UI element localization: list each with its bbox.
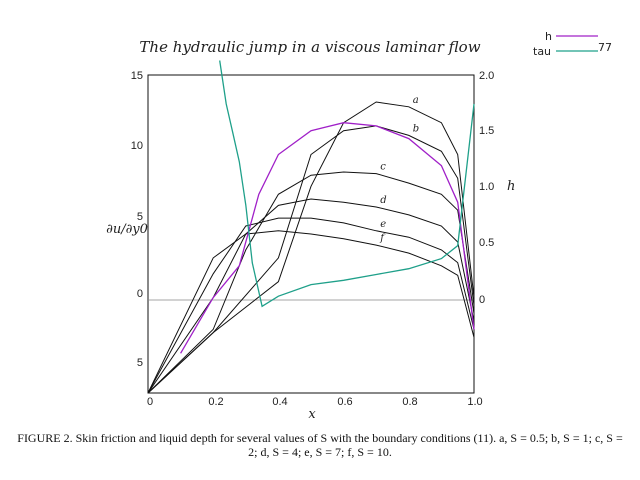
overlay-line-h: [180, 122, 475, 354]
y-right-tick-labels: 2.0 1.5 1.0 0.5 0: [479, 70, 494, 306]
series-line-f: [147, 230, 475, 394]
series-line-e: [147, 217, 475, 394]
plot-frame: [147, 74, 475, 394]
y-left-tick-label: 10: [131, 140, 143, 152]
figure-caption: FIGURE 2. Skin friction and liquid depth…: [17, 431, 623, 459]
series-line-b: [147, 125, 475, 394]
y-left-axis-label: ∂u/∂y0: [106, 222, 148, 237]
series-label-a: a: [413, 95, 419, 106]
x-tick-label: 0.2: [208, 396, 223, 408]
series-label-b: b: [413, 123, 419, 134]
y-right-axis-label: h: [507, 179, 515, 194]
legend-label-tau: tau: [533, 45, 551, 58]
y-left-tick-label: 5: [137, 211, 143, 223]
y-left-tick-label: 5: [137, 357, 143, 369]
series-line-d: [147, 198, 475, 394]
series-label-f: f: [379, 233, 386, 244]
series-label-e: e: [380, 219, 386, 230]
y-right-tick-label: 0: [479, 294, 485, 306]
series-label-d: d: [380, 195, 386, 206]
plot-area: a b c d ef: [147, 60, 475, 394]
x-axis-label: x: [308, 407, 316, 422]
overlay-line-tau: [219, 60, 475, 308]
y-left-tick-labels: 15 10 5 0 5: [131, 70, 143, 369]
x-tick-label: 0: [147, 396, 153, 408]
y-right-tick-label: 1.5: [479, 125, 494, 137]
x-tick-label: 0.6: [337, 396, 352, 408]
y-left-tick-label: 0: [137, 288, 143, 300]
legend-label-h: h: [545, 30, 552, 43]
x-tick-label: 0.4: [272, 396, 287, 408]
series-label-c: c: [380, 162, 386, 173]
y-right-tick-label: 0.5: [479, 237, 494, 249]
x-tick-label: 1.0: [467, 396, 482, 408]
y-left-tick-label: 15: [131, 70, 143, 82]
chart-title: The hydraulic jump in a viscous laminar …: [139, 38, 480, 56]
y-left-label-text: ∂u/∂y0: [106, 222, 148, 237]
y-right-tick-label: 1.0: [479, 181, 494, 193]
x-tick-label: 0.8: [402, 396, 417, 408]
legend-count: 77: [598, 41, 612, 54]
series-line-c: [147, 171, 475, 394]
x-tick-labels: 0 0.2 0.4 0.6 0.8 1.0: [147, 396, 483, 408]
y-right-tick-label: 2.0: [479, 70, 494, 82]
legend: h tau 77: [533, 30, 612, 58]
series-line-a: [147, 101, 475, 394]
